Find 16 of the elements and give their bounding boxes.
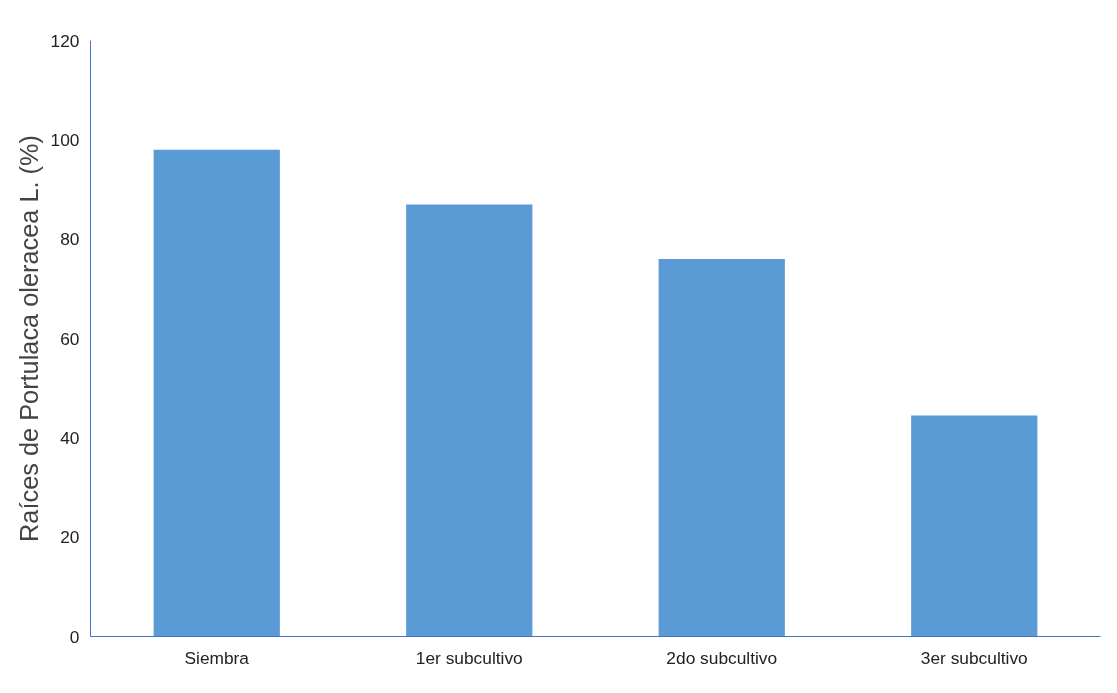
bar xyxy=(658,259,785,637)
x-tick-label: 2do subcultivo xyxy=(666,647,778,668)
bar xyxy=(406,204,533,637)
y-tick-label: 120 xyxy=(50,30,80,51)
y-tick-label: 40 xyxy=(60,427,80,448)
y-tick-label: 100 xyxy=(50,129,80,150)
y-tick-label: 80 xyxy=(60,229,80,250)
y-tick-label: 20 xyxy=(60,527,80,548)
y-tick-label: 60 xyxy=(60,328,80,349)
x-tick-label: Siembra xyxy=(184,647,250,668)
y-axis-title: Raíces de Portulaca oleracea L. (%) xyxy=(14,135,43,542)
x-tick-label: 3er subcultivo xyxy=(920,647,1028,668)
x-tick-label: 1er subcultivo xyxy=(415,647,523,668)
y-tick-label: 0 xyxy=(69,626,80,647)
bar xyxy=(153,149,280,637)
bar xyxy=(911,415,1038,637)
